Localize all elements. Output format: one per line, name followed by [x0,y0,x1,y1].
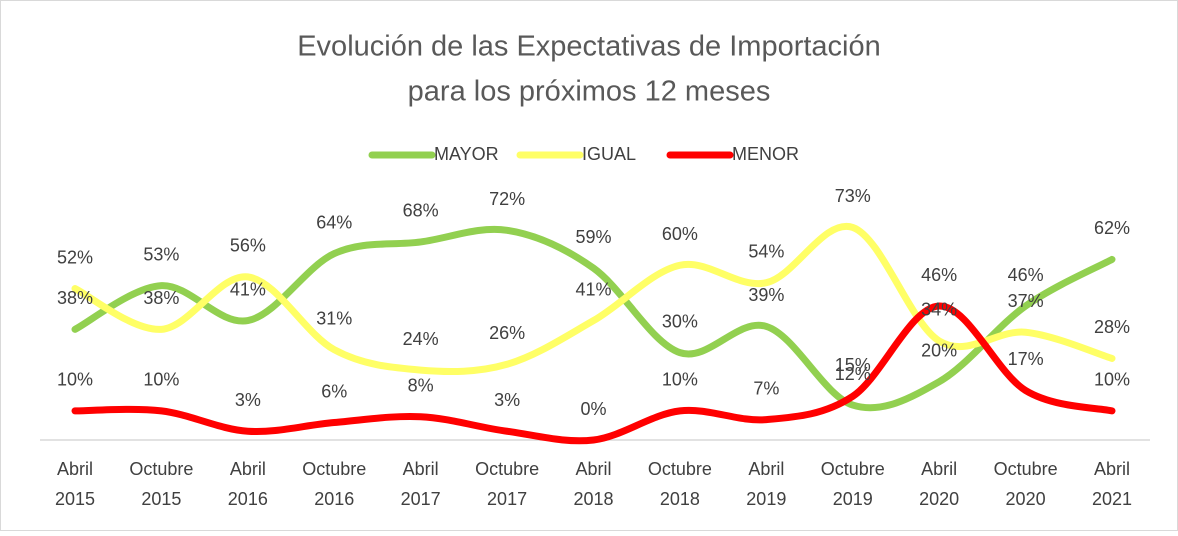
data-label: 34% [921,300,957,320]
data-label: 54% [748,241,784,261]
chart-title: Evolución de las Expectativas de Importa… [297,31,881,63]
data-label: 3% [494,390,520,410]
data-label: 10% [143,370,179,390]
x-tick-label: Abril 2021 [1092,459,1132,509]
data-label: 41% [230,279,266,299]
data-label: 60% [662,224,698,244]
x-tick-label: Abril 2019 [746,459,786,509]
data-label: 39% [748,285,784,305]
x-tick-label: Abril 2017 [401,459,441,509]
data-label: 3% [235,390,261,410]
data-label: 62% [1094,218,1130,238]
data-label: 26% [489,323,525,343]
data-label: 46% [1008,265,1044,285]
x-tick-label: Octubre 2015 [129,459,193,509]
series-line [71,222,1116,375]
x-tick-label: Octubre 2020 [994,459,1058,509]
x-tick-label: Octubre 2019 [821,459,885,509]
data-label: 73% [835,186,871,206]
data-label: 68% [403,201,439,221]
data-label: 72% [489,189,525,209]
legend-label: MENOR [732,144,799,164]
data-label: 10% [57,370,93,390]
data-label: 20% [921,341,957,361]
data-label: 10% [662,370,698,390]
x-tick-label: Octubre 2017 [475,459,539,509]
data-label: 56% [230,236,266,256]
data-label: 6% [321,381,347,401]
data-label: 0% [580,399,606,419]
data-label: 59% [575,227,611,247]
legend-label: MAYOR [434,144,499,164]
data-label: 8% [408,375,434,395]
data-label: 28% [1094,317,1130,337]
legend-label: IGUAL [582,144,636,164]
x-tick-label: Octubre 2018 [648,459,712,509]
x-tick-label: Octubre 2016 [302,459,366,509]
chart-title: para los próximos 12 meses [408,76,771,108]
data-label: 64% [316,212,352,232]
data-label: 17% [1008,349,1044,369]
data-label: 38% [143,288,179,308]
x-tick-label: Abril 2020 [919,459,959,509]
x-tick-label: Abril 2018 [573,459,613,509]
series-line [71,225,1116,412]
x-tick-label: Abril 2015 [55,459,95,509]
series-line [71,302,1116,445]
data-label: 31% [316,308,352,328]
data-label: 10% [1094,370,1130,390]
data-label: 41% [575,279,611,299]
data-label: 7% [753,378,779,398]
data-label: 30% [662,311,698,331]
data-label: 46% [921,265,957,285]
x-tick-label: Abril 2016 [228,459,268,509]
data-label: 12% [835,364,871,384]
data-label: 52% [57,247,93,267]
data-label: 37% [1008,291,1044,311]
data-label: 15% [835,355,871,375]
data-label: 53% [143,244,179,264]
data-label: 24% [403,329,439,349]
data-label: 38% [57,288,93,308]
